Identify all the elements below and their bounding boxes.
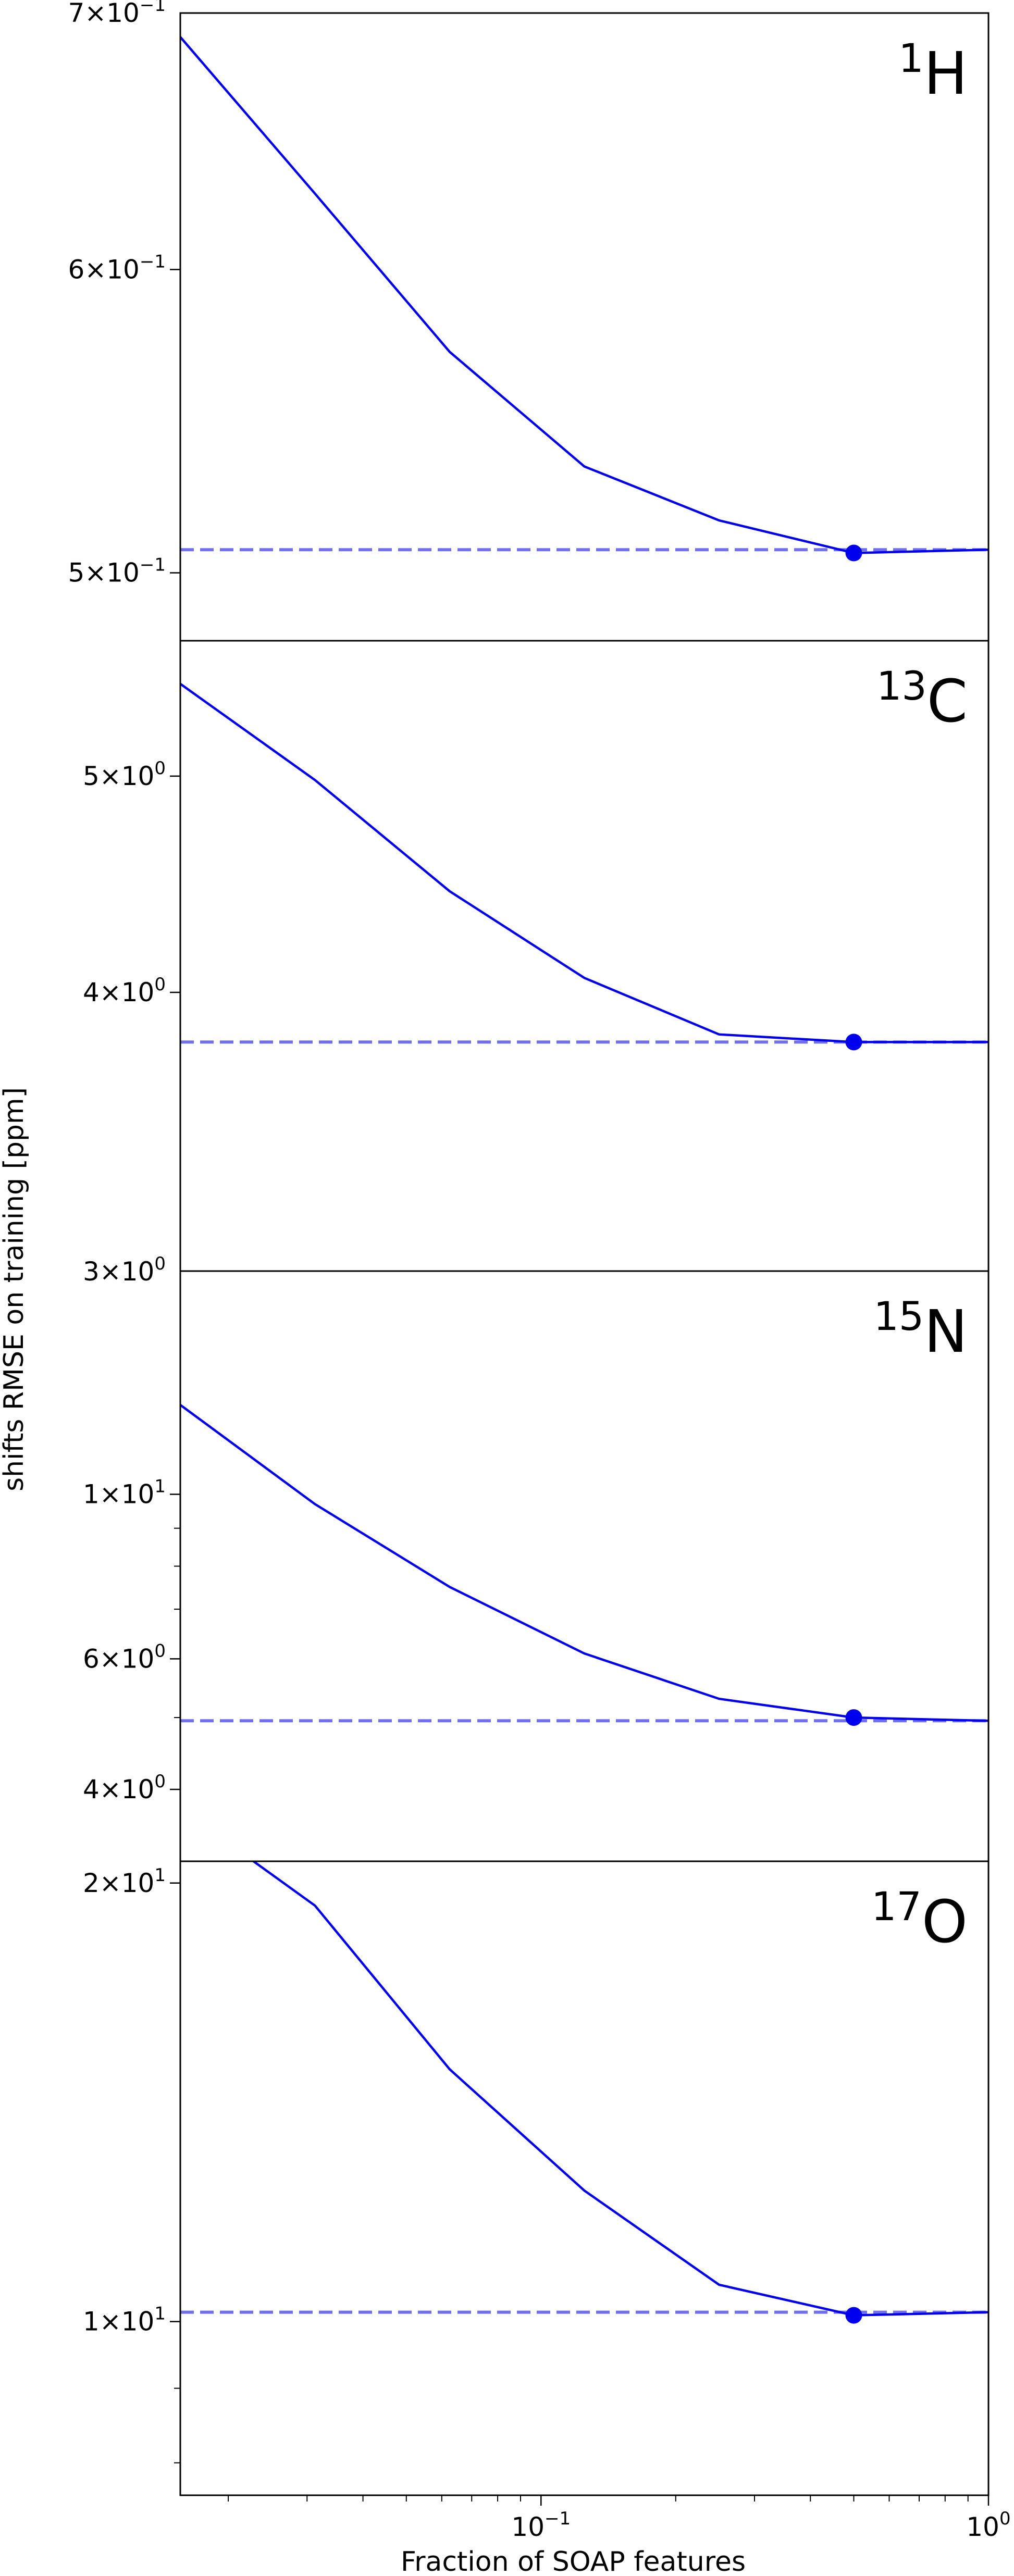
- series-line: [180, 1404, 988, 1722]
- x-tick-label: 10−1: [511, 2508, 571, 2542]
- highlight-point: [845, 1709, 862, 1726]
- y-tick-label: 6×100: [83, 1640, 166, 1674]
- y-tick-label: 4×100: [83, 974, 166, 1007]
- series-line: [180, 36, 988, 554]
- y-tick-label: 3×100: [83, 1253, 166, 1287]
- panel-h: 5×10−1 6×10−1 7×10−1 1H: [68, 0, 990, 642]
- y-tick-label: 5×10−1: [68, 555, 166, 588]
- panel-label: 17O: [871, 1883, 968, 1956]
- panel-label: 13C: [876, 663, 968, 736]
- panel-label: 1H: [898, 35, 968, 108]
- panel-n: 4×100 6×100 1×101 15N: [83, 1270, 990, 1862]
- panel-c: 3×100 4×100 5×100 13C: [83, 640, 990, 1287]
- y-axis-label: shifts RMSE on training [ppm]: [0, 1087, 30, 1491]
- panel-frame: [179, 640, 990, 1272]
- highlight-point: [845, 544, 862, 562]
- x-tick-label: 100: [966, 2508, 1010, 2542]
- series-line: [251, 1861, 988, 2317]
- y-tick-label: 5×100: [83, 758, 166, 791]
- panel-frame: [179, 12, 990, 642]
- panel-frame: [179, 1860, 990, 2496]
- y-tick-label: 1×101: [83, 2304, 166, 2337]
- x-axis: 10−1 100: [228, 2495, 1011, 2542]
- highlight-point: [845, 1034, 862, 1051]
- y-tick-label: 7×10−1: [68, 0, 166, 28]
- panels: 5×10−1 6×10−1 7×10−1 1H 3×100 4×100 5×100 13C 4×…: [68, 0, 990, 2496]
- y-tick-label: 4×100: [83, 1771, 166, 1805]
- y-tick-label: 2×101: [83, 1865, 166, 1898]
- panel-frame: [179, 1270, 990, 1862]
- x-axis-label: Fraction of SOAP features: [401, 2546, 746, 2576]
- y-tick-label: 6×10−1: [68, 251, 166, 284]
- panel-o: 1×101 2×101 17O: [83, 1860, 990, 2496]
- panel-label: 15N: [874, 1293, 968, 1366]
- highlight-point: [845, 2307, 862, 2324]
- y-tick-label: 1×101: [83, 1476, 166, 1510]
- series-line: [180, 682, 988, 1043]
